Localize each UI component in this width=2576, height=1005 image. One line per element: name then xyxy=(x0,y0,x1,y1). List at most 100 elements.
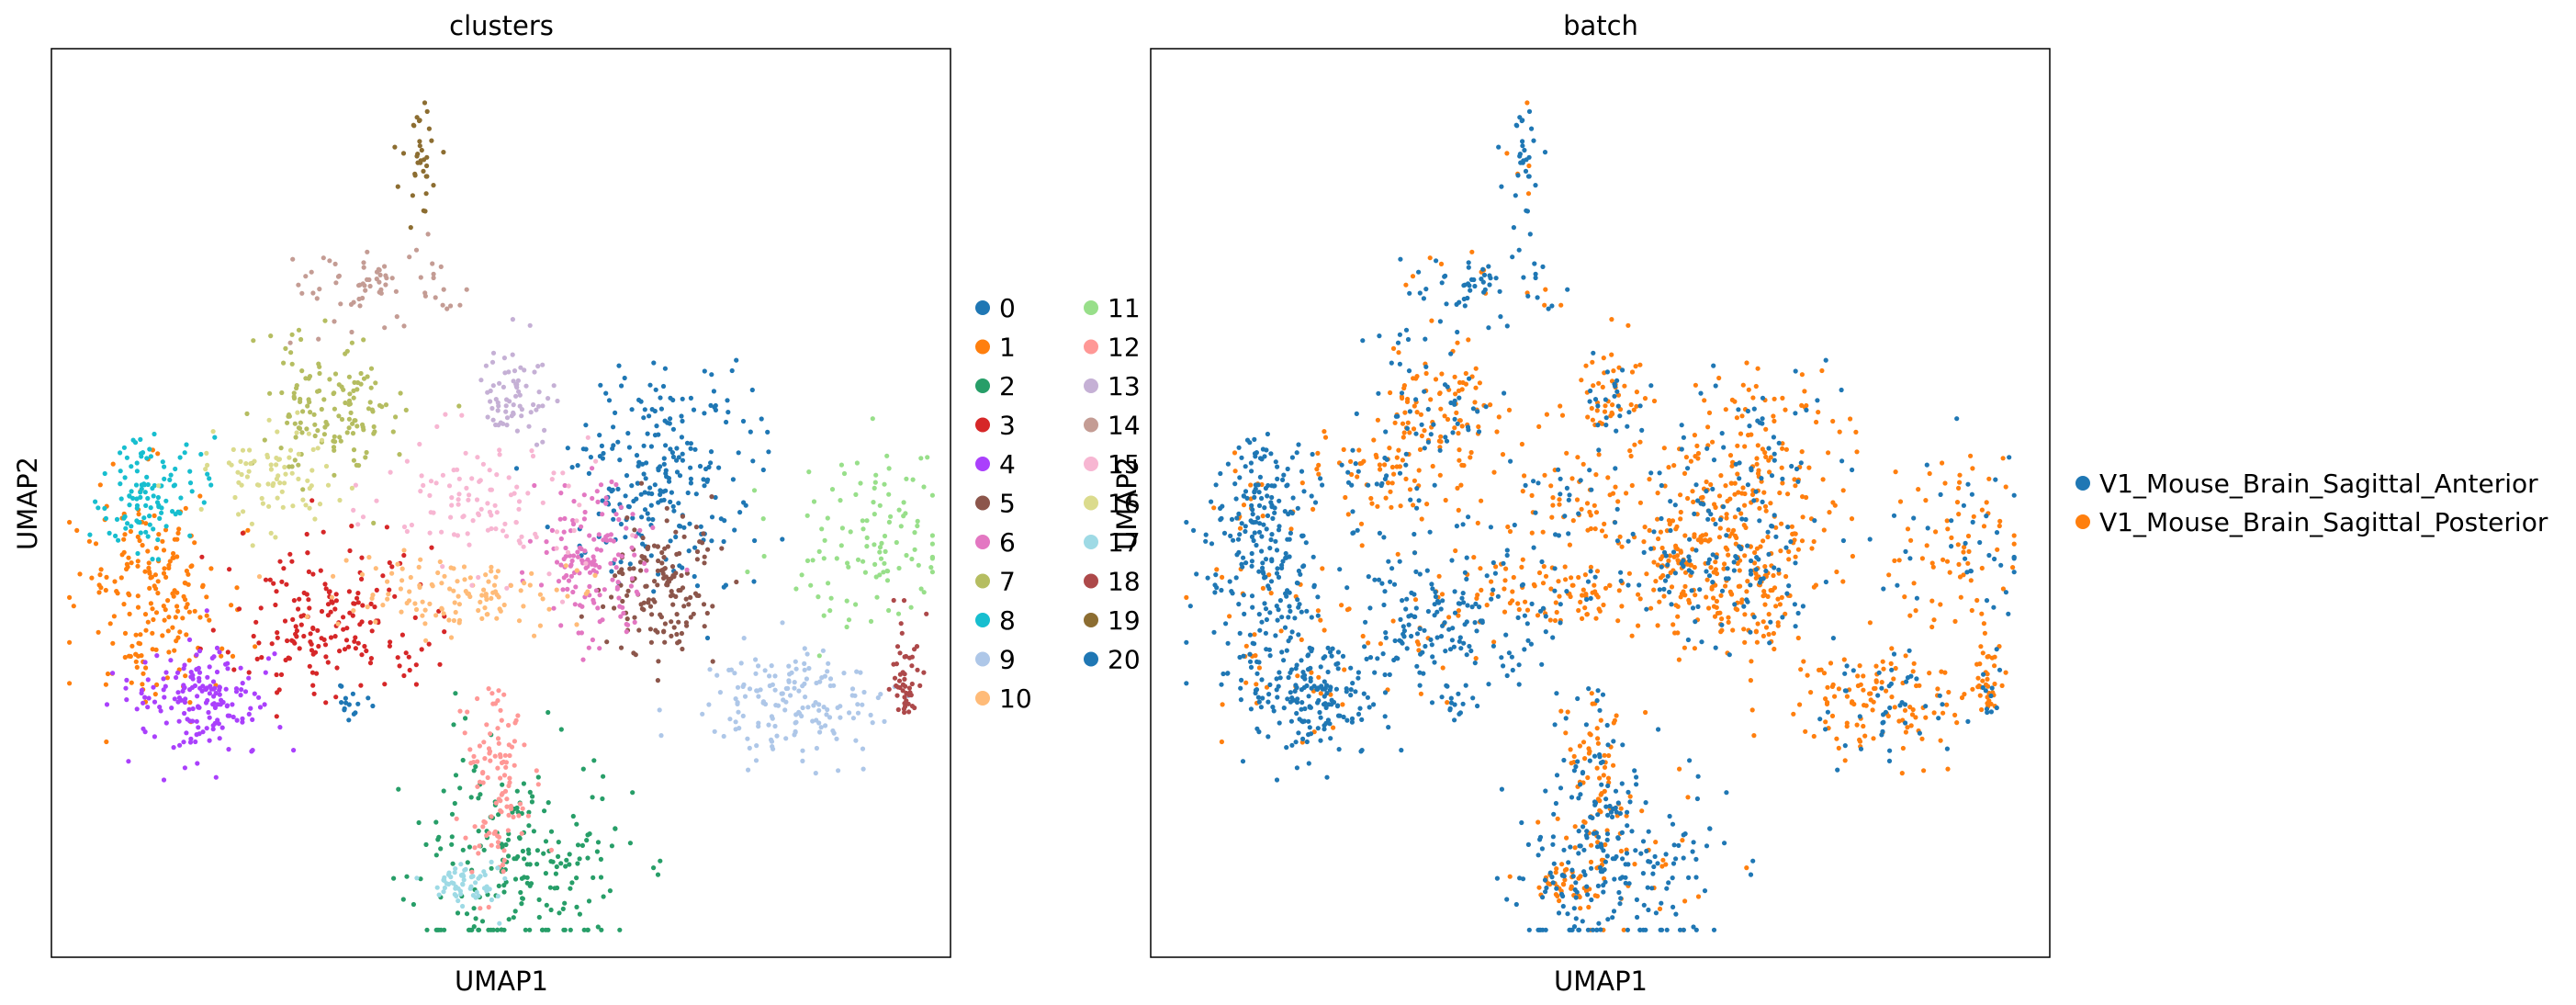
cluster-point xyxy=(122,654,128,661)
cluster-point xyxy=(566,483,571,489)
cluster-point xyxy=(896,507,902,513)
batch-point xyxy=(1710,552,1715,558)
batch-point xyxy=(1376,577,1382,582)
cluster-point xyxy=(929,570,936,575)
batch-point xyxy=(1727,652,1732,658)
cluster-point xyxy=(128,528,133,535)
cluster-point xyxy=(141,515,147,521)
batch-point xyxy=(1726,552,1731,558)
cluster-point xyxy=(581,516,588,522)
batch-point xyxy=(1757,518,1762,524)
cluster-point xyxy=(463,835,468,841)
batch-point xyxy=(1854,722,1860,728)
cluster-point xyxy=(484,612,489,617)
cluster-point xyxy=(177,629,183,635)
batch-point xyxy=(1658,927,1663,932)
cluster-point xyxy=(446,617,452,623)
batch-point xyxy=(1604,853,1610,859)
cluster-point xyxy=(449,841,455,847)
batch-point xyxy=(1413,605,1419,611)
cluster-point xyxy=(452,870,457,875)
cluster-point xyxy=(507,752,512,759)
cluster-point xyxy=(293,631,298,637)
cluster-point xyxy=(476,893,481,898)
batch-point xyxy=(1473,601,1479,607)
batch-point xyxy=(1599,528,1605,534)
cluster-point xyxy=(534,407,539,412)
batch-point xyxy=(1375,656,1380,661)
cluster-point xyxy=(882,481,887,487)
batch-point xyxy=(1673,856,1679,862)
cluster-point xyxy=(676,501,681,506)
batch-point xyxy=(1260,446,1266,452)
batch-point xyxy=(2011,533,2017,538)
cluster-point xyxy=(495,726,501,731)
cluster-point xyxy=(591,559,596,564)
cluster-point xyxy=(669,589,674,594)
batch-point xyxy=(1254,682,1259,687)
batch-point xyxy=(1454,410,1459,415)
cluster-point xyxy=(580,657,586,662)
cluster-point xyxy=(370,703,376,709)
cluster-point xyxy=(307,374,313,379)
batch-point xyxy=(1984,500,1989,505)
batch-point xyxy=(1572,824,1578,830)
batch-point xyxy=(1945,766,1951,772)
cluster-point xyxy=(655,678,661,683)
cluster-point xyxy=(308,631,313,637)
batch-point xyxy=(1428,397,1434,402)
batch-point xyxy=(1735,443,1740,448)
batch-point xyxy=(1954,720,1960,726)
batch-point xyxy=(1760,593,1766,599)
cluster-point xyxy=(603,495,609,501)
cluster-point xyxy=(274,589,279,594)
cluster-point xyxy=(133,659,139,664)
batch-point xyxy=(1886,572,1892,578)
cluster-point xyxy=(607,888,613,894)
cluster-point xyxy=(469,582,475,588)
batch-point xyxy=(1566,860,1571,865)
cluster-point xyxy=(333,280,339,286)
cluster-point xyxy=(681,534,687,539)
cluster-point xyxy=(515,378,522,383)
cluster-point xyxy=(328,635,334,640)
cluster-point xyxy=(519,901,524,907)
cluster-point xyxy=(519,534,524,539)
batch-point xyxy=(1991,604,1997,610)
batch-point xyxy=(1681,589,1686,594)
cluster-point xyxy=(323,700,329,706)
batch-point xyxy=(1615,836,1621,841)
cluster-point xyxy=(478,599,483,605)
batch-point xyxy=(1863,703,1869,708)
batch-point xyxy=(1813,582,1818,588)
cluster-point xyxy=(741,682,747,687)
cluster-point xyxy=(584,838,590,843)
batch-point xyxy=(1316,462,1322,468)
cluster-point xyxy=(618,645,624,650)
batch-point xyxy=(1848,416,1853,422)
cluster-point xyxy=(289,361,295,367)
batch-point xyxy=(1536,570,1543,576)
cluster-point xyxy=(289,559,295,564)
batch-point xyxy=(1617,413,1623,419)
cluster-point xyxy=(391,875,397,881)
batch-point xyxy=(1579,378,1584,383)
batch-point xyxy=(1474,628,1479,634)
batch-point xyxy=(1296,568,1301,574)
cluster-point xyxy=(389,564,395,570)
cluster-point xyxy=(648,553,654,559)
batch-point xyxy=(1411,502,1416,508)
cluster-point xyxy=(387,559,392,566)
batch-point xyxy=(1925,525,1930,531)
cluster-point xyxy=(625,431,631,436)
cluster-point xyxy=(819,526,825,532)
batch-point xyxy=(1372,577,1378,582)
cluster-point xyxy=(916,562,921,568)
cluster-point xyxy=(870,720,875,726)
cluster-point xyxy=(236,512,242,517)
batch-point xyxy=(1612,381,1617,387)
batch-point xyxy=(1407,409,1412,414)
cluster-point xyxy=(654,423,659,429)
batch-point xyxy=(1659,545,1665,551)
cluster-point xyxy=(649,612,655,617)
